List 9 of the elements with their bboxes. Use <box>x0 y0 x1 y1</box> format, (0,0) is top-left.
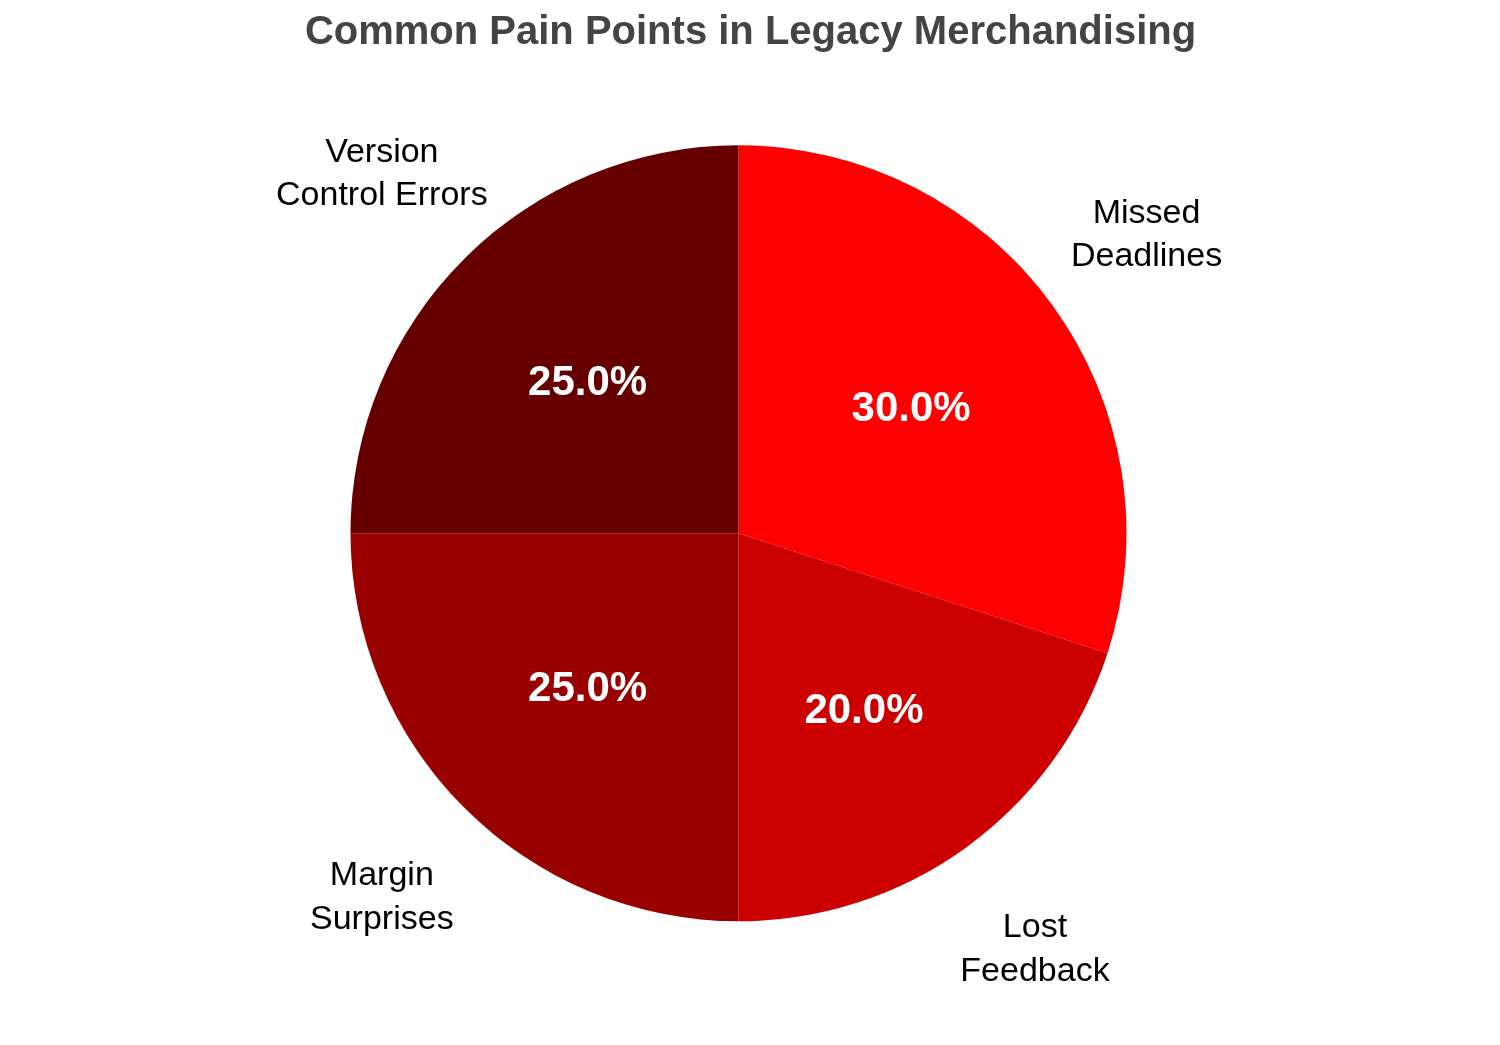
slice-label: Missed Deadlines <box>1070 191 1223 274</box>
data-label: 25.0% <box>528 356 648 404</box>
slice-label: Lost Feedback <box>960 906 1111 989</box>
data-label: 20.0% <box>804 684 924 732</box>
chart-title: Common Pain Points in Legacy Merchandising <box>304 7 1197 52</box>
slice-label: Version Control Errors <box>276 130 488 213</box>
slice-label: Margin Surprises <box>310 854 454 936</box>
data-label: 30.0% <box>851 382 971 430</box>
data-label: 25.0% <box>528 662 648 710</box>
